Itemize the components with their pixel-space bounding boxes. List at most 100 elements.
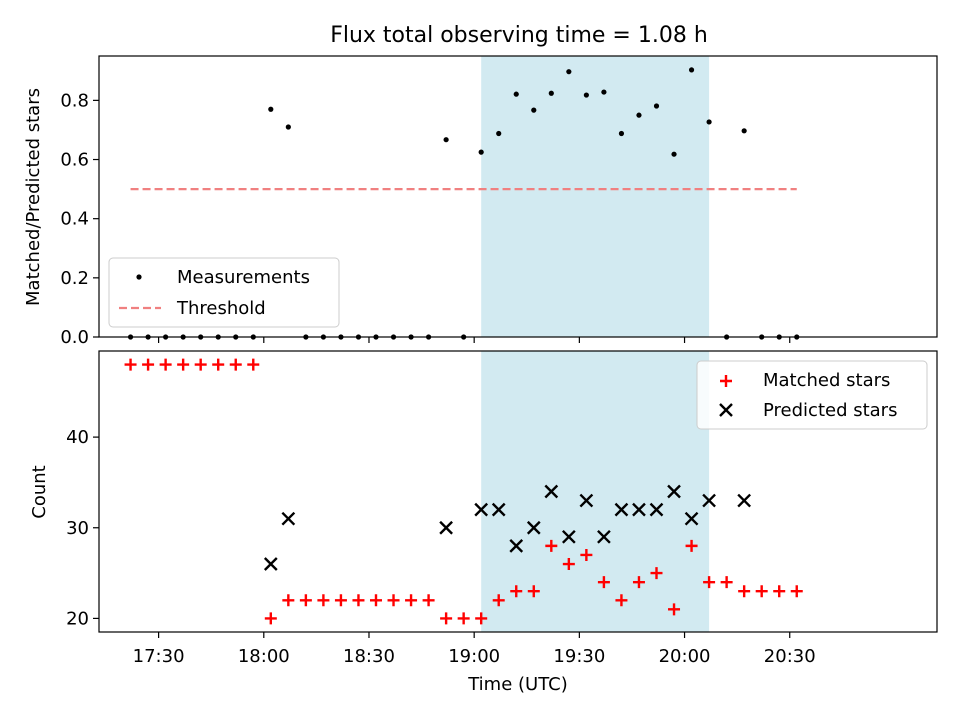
measurement-point bbox=[548, 90, 554, 96]
ratio-y-tick-label: 0.0 bbox=[60, 327, 89, 348]
predicted-stars-point bbox=[737, 493, 752, 508]
series-predicted-stars bbox=[263, 484, 752, 571]
measurement-point bbox=[531, 107, 537, 113]
count-y-axis-label: Count bbox=[29, 465, 50, 518]
legend-predicted-stars-marker bbox=[719, 403, 733, 417]
matched-stars-point bbox=[597, 576, 610, 589]
x-tick-label: 18:30 bbox=[343, 646, 395, 667]
matched-stars-point bbox=[475, 612, 488, 625]
matched-stars-point bbox=[545, 539, 558, 552]
predicted-stars-point bbox=[579, 493, 594, 508]
matched-stars-point bbox=[422, 594, 435, 607]
predicted-stars-point bbox=[649, 502, 664, 517]
ratio-x-ticks bbox=[158, 337, 791, 343]
matched-stars-point bbox=[124, 358, 137, 371]
measurement-point bbox=[671, 151, 677, 157]
x-tick-label: 18:00 bbox=[238, 646, 290, 667]
matched-stars-point bbox=[580, 548, 593, 561]
matched-stars-point bbox=[650, 567, 663, 580]
ratio-y-tick-label: 0.2 bbox=[60, 268, 89, 289]
count-panel: 17:30 18:00 18:30 19:00 19:30 20:00 20:30 20 30… bbox=[29, 350, 938, 695]
ratio-legend-box bbox=[108, 257, 340, 328]
x-axis-label: Time (UTC) bbox=[467, 674, 568, 695]
predicted-stars-point bbox=[474, 502, 489, 517]
measurement-point bbox=[566, 69, 572, 75]
count-legend: Matched stars Predicted stars bbox=[696, 360, 928, 430]
ratio-panel: 0.00.20.40.60.8 Matched/Predicted stars … bbox=[23, 55, 938, 348]
count-y-ticks: 20 30 40 bbox=[66, 427, 99, 629]
matched-stars-point bbox=[703, 576, 716, 589]
predicted-stars-point bbox=[491, 502, 506, 517]
matched-stars-point bbox=[177, 358, 190, 371]
predicted-stars-point bbox=[544, 484, 559, 499]
matched-stars-point bbox=[229, 358, 242, 371]
ratio-y-axis-label: Matched/Predicted stars bbox=[23, 88, 44, 306]
measurement-point bbox=[618, 130, 625, 137]
matched-stars-point bbox=[194, 358, 207, 371]
matched-stars-point bbox=[510, 585, 523, 598]
observing-window-span bbox=[481, 56, 710, 337]
matched-stars-point bbox=[212, 358, 225, 371]
matched-stars-point bbox=[282, 594, 295, 607]
predicted-stars-point bbox=[509, 539, 524, 553]
legend-matched-stars-label: Matched stars bbox=[763, 370, 890, 391]
count-y-tick-label: 30 bbox=[66, 518, 89, 539]
ratio-y-tick-label: 0.6 bbox=[60, 150, 89, 171]
matched-stars-point bbox=[405, 594, 418, 607]
matched-stars-point bbox=[790, 585, 803, 598]
measurement-point bbox=[653, 103, 660, 109]
measurement-point bbox=[496, 130, 502, 137]
matched-stars-point bbox=[527, 585, 540, 598]
matched-stars-point bbox=[615, 594, 628, 607]
measurement-point bbox=[636, 112, 642, 118]
legend-threshold-label: Threshold bbox=[176, 298, 266, 319]
predicted-stars-point bbox=[263, 557, 278, 571]
measurement-point bbox=[268, 106, 274, 112]
matched-stars-point bbox=[773, 585, 786, 598]
matched-stars-point bbox=[317, 594, 330, 607]
predicted-stars-point bbox=[561, 529, 576, 544]
matched-stars-point bbox=[720, 576, 733, 589]
legend-measurements-marker bbox=[136, 274, 142, 280]
legend-predicted-stars-label: Predicted stars bbox=[763, 400, 897, 421]
measurement-point bbox=[478, 149, 484, 155]
matched-stars-point bbox=[492, 594, 505, 607]
series-measurements bbox=[127, 67, 800, 340]
count-y-tick-label: 40 bbox=[66, 427, 89, 448]
matched-stars-point bbox=[334, 594, 347, 607]
x-tick-label: 20:00 bbox=[659, 646, 711, 667]
measurement-point bbox=[601, 89, 607, 95]
predicted-stars-point bbox=[632, 502, 646, 517]
count-legend-box bbox=[696, 360, 928, 430]
legend-matched-stars-marker bbox=[720, 375, 732, 387]
matched-stars-point bbox=[387, 594, 400, 607]
predicted-stars-point bbox=[614, 502, 629, 517]
matched-stars-point bbox=[457, 612, 470, 625]
count-x-ticks: 17:30 18:00 18:30 19:00 19:30 20:00 20:30 bbox=[133, 632, 816, 667]
matched-stars-point bbox=[755, 585, 768, 598]
matched-stars-point bbox=[369, 594, 382, 607]
measurement-point bbox=[688, 67, 695, 73]
matched-stars-point bbox=[247, 358, 260, 371]
matched-stars-point bbox=[440, 612, 453, 625]
predicted-stars-point bbox=[439, 520, 453, 535]
ratio-y-ticks: 0.0 0.2 0.4 0.6 0.8 bbox=[60, 90, 99, 348]
predicted-stars-point bbox=[667, 484, 681, 499]
matched-stars-point bbox=[299, 594, 312, 607]
count-series bbox=[124, 358, 803, 625]
series-matched-stars bbox=[124, 358, 803, 625]
predicted-stars-point bbox=[684, 511, 699, 526]
measurement-point bbox=[513, 91, 519, 97]
measurement-point bbox=[443, 137, 449, 143]
legend-measurements-label: Measurements bbox=[177, 267, 310, 288]
chart-title: Flux total observing time = 1.08 h bbox=[330, 23, 708, 48]
matched-stars-point bbox=[352, 594, 365, 607]
predicted-stars-point bbox=[702, 493, 716, 508]
measurement-point bbox=[741, 128, 747, 134]
x-tick-label: 19:00 bbox=[448, 646, 500, 667]
ratio-y-tick-label: 0.8 bbox=[60, 90, 89, 111]
x-tick-label: 19:30 bbox=[553, 646, 605, 667]
matched-stars-point bbox=[264, 612, 277, 625]
matched-stars-point bbox=[668, 603, 681, 616]
